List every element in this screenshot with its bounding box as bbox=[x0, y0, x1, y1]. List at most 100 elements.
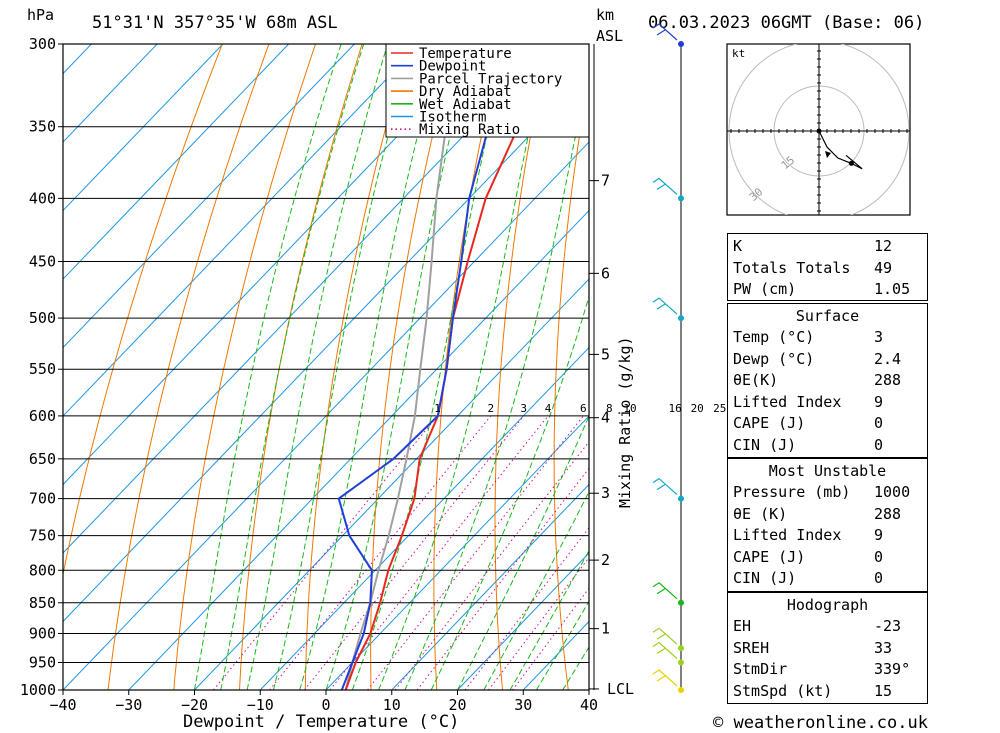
table-row: CAPE (J) 0 bbox=[733, 547, 923, 568]
wind-barbs bbox=[652, 23, 684, 693]
wet-adiabat-line bbox=[378, 44, 549, 690]
dry-adiabat-line bbox=[921, 44, 1000, 690]
wind-barb-feather bbox=[656, 588, 666, 595]
wind-level-dot bbox=[678, 41, 684, 47]
mixing-ratio-line bbox=[512, 587, 589, 690]
dewpoint-line bbox=[337, 44, 559, 690]
row-label: EH bbox=[733, 617, 752, 635]
row-value: -23 bbox=[874, 617, 902, 635]
km-tick-label: 3 bbox=[601, 484, 610, 502]
row-label: StmDir bbox=[733, 660, 788, 678]
table-row: Lifted Index 9 bbox=[733, 525, 923, 546]
row-label: Totals Totals bbox=[733, 258, 851, 277]
hodograph-unit: kt bbox=[732, 47, 745, 60]
wind-level-dot bbox=[678, 315, 684, 322]
mixing-ratio-label: 20 bbox=[691, 402, 704, 415]
pressure-tick-label: 500 bbox=[29, 309, 56, 327]
temperature-tick-label: 20 bbox=[448, 696, 466, 714]
wind-barb-feather bbox=[656, 303, 666, 310]
mixing-ratio-label: 4 bbox=[545, 402, 552, 415]
table-row: StmDir 339° bbox=[733, 659, 923, 680]
km-tick-label: 5 bbox=[601, 345, 610, 363]
wet-adiabat-line bbox=[483, 490, 589, 690]
row-value: 33 bbox=[874, 638, 893, 657]
isotherm-line bbox=[457, 552, 589, 690]
table-row: Totals Totals 49 bbox=[733, 258, 923, 279]
mixing-ratio-label: 16 bbox=[668, 402, 681, 415]
footer-credit: © weatheronline.co.uk bbox=[713, 713, 928, 733]
row-label: PW (cm) bbox=[733, 280, 797, 298]
hodograph-table: Hodograph EH -23 SREH 33 StmDir 339° StmSpd (kt… bbox=[727, 592, 928, 704]
row-label: Lifted Index bbox=[733, 526, 842, 544]
isotherm-line bbox=[194, 278, 589, 690]
table-title: Most Unstable bbox=[768, 462, 887, 480]
pressure-tick-label: 400 bbox=[29, 189, 56, 207]
table-row: EH -23 bbox=[733, 616, 923, 637]
wind-barb-feather bbox=[656, 647, 666, 654]
dry-adiabat-line bbox=[667, 44, 700, 690]
isotherm-line bbox=[63, 141, 589, 690]
legend-label: Wet Adiabat bbox=[419, 97, 512, 113]
km-label: km bbox=[596, 6, 614, 24]
wind-barb-feather bbox=[656, 183, 666, 190]
wet-adiabat-line bbox=[535, 600, 589, 690]
isotherm-line bbox=[63, 44, 290, 280]
wet-adiabat-line bbox=[246, 44, 389, 690]
table-row: SREH 33 bbox=[733, 638, 923, 659]
hpa-label: hPa bbox=[27, 6, 54, 24]
wind-barb bbox=[652, 177, 678, 195]
table-row: StmSpd (kt) 15 bbox=[733, 681, 923, 702]
temperature-tick-label: 40 bbox=[580, 696, 598, 714]
km-tick-label: 2 bbox=[601, 551, 610, 569]
mixing-ratio-label: 1 bbox=[434, 402, 441, 415]
legend-label: Dewpoint bbox=[419, 59, 486, 75]
mixing-ratio-label: 3 bbox=[520, 402, 527, 415]
km-ticks: 7 6 5 4 3 2 1 LCL bbox=[589, 172, 634, 698]
km-tick-label: LCL bbox=[607, 680, 634, 698]
pressure-tick-label: 450 bbox=[29, 253, 56, 271]
temperature-line bbox=[344, 48, 589, 690]
table-row: CIN (J) 0 bbox=[733, 435, 923, 456]
wind-barb bbox=[652, 669, 678, 687]
row-value: 339° bbox=[874, 660, 911, 678]
isotherm-line bbox=[63, 44, 487, 486]
isotherm-line bbox=[63, 44, 224, 212]
wind-barb-feather bbox=[656, 633, 666, 640]
mixing-ratio-lines bbox=[213, 415, 589, 690]
table-row: Dewp (°C) 2.4 bbox=[733, 349, 923, 370]
profiles bbox=[337, 44, 589, 690]
wind-level-dot bbox=[678, 645, 684, 652]
row-label: Dewp (°C) bbox=[733, 349, 815, 368]
wind-barb bbox=[652, 582, 678, 600]
mixing-ratio-line bbox=[488, 556, 589, 690]
wind-level-dot bbox=[678, 599, 684, 606]
row-label: K bbox=[733, 237, 743, 255]
table-row: θE (K) 288 bbox=[733, 504, 923, 525]
hodograph-ring-label: 15 bbox=[779, 154, 798, 172]
table-title: Hodograph bbox=[786, 596, 869, 614]
pressure-tick-label: 300 bbox=[29, 35, 56, 53]
wind-barb-feather bbox=[656, 675, 666, 682]
isobars bbox=[63, 44, 589, 690]
mixing-ratio-line bbox=[416, 467, 589, 690]
temperature-tick-label: 0 bbox=[321, 696, 330, 714]
row-value: 0 bbox=[874, 414, 884, 432]
row-value: 288 bbox=[874, 371, 902, 389]
km-tick-label: 1 bbox=[601, 620, 610, 638]
wind-level-dot bbox=[678, 195, 684, 202]
row-label: Lifted Index bbox=[733, 392, 842, 411]
row-label: Temp (°C) bbox=[733, 328, 815, 346]
mixing-ratio-label: 25 bbox=[713, 402, 726, 415]
km-tick-label: 6 bbox=[601, 264, 610, 282]
row-value: 2.4 bbox=[874, 349, 902, 368]
legend-label: Temperature bbox=[419, 46, 512, 62]
row-value: 1000 bbox=[874, 483, 911, 501]
row-value: 12 bbox=[874, 237, 893, 255]
pressure-tick-label: 700 bbox=[29, 490, 56, 508]
surface-table: Surface Temp (°C) 3 Dewp (°C) 2.4 θE(K) 288 Lif… bbox=[727, 303, 928, 458]
mixing-ratio-label: 2 bbox=[487, 402, 494, 415]
table-row: CAPE (J) 0 bbox=[733, 413, 923, 434]
temperature-tick-label: −40 bbox=[49, 696, 76, 714]
